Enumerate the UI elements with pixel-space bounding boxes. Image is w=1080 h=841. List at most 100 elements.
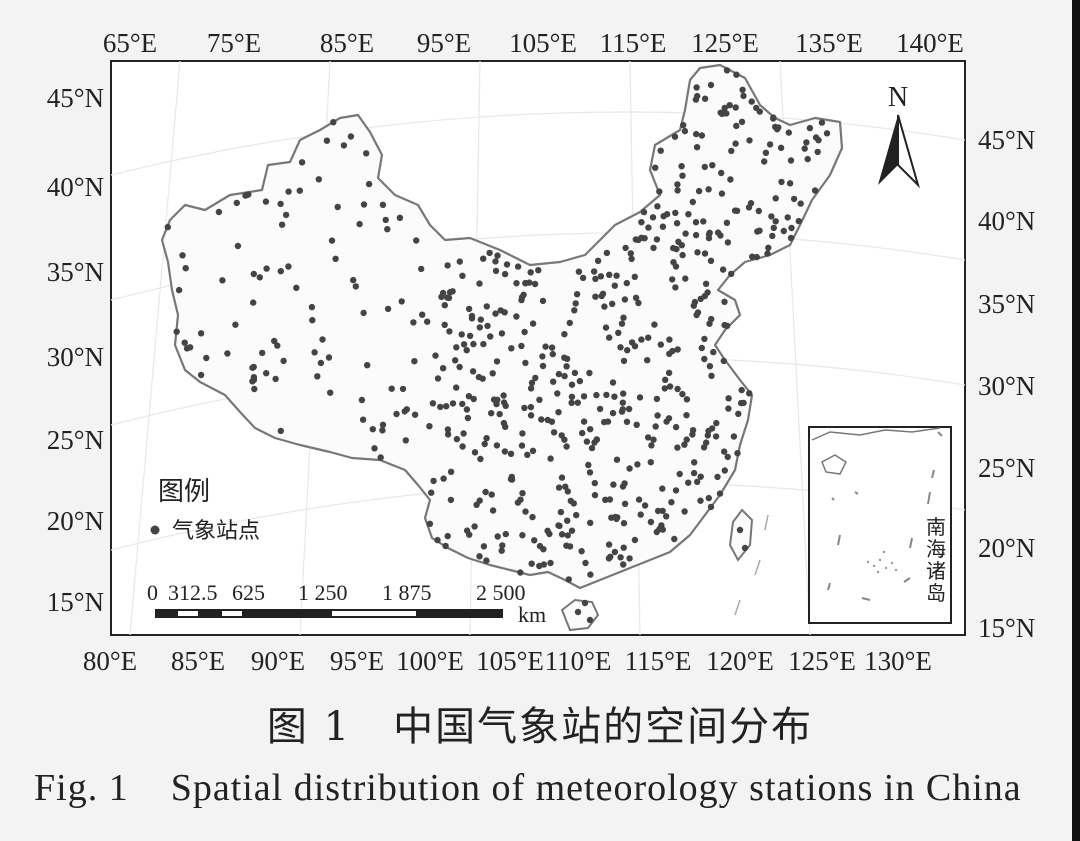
station-point [476, 324, 483, 331]
station-point [439, 365, 447, 372]
station-point [587, 426, 594, 433]
station-point [388, 385, 395, 392]
station-point [587, 519, 594, 526]
station-point [473, 501, 480, 508]
station-point [638, 336, 645, 343]
station-point [571, 369, 579, 377]
station-point [680, 121, 687, 129]
station-point [701, 95, 709, 102]
station-point [493, 358, 501, 365]
station-point [693, 311, 700, 319]
station-point [636, 394, 644, 401]
station-point [620, 561, 627, 568]
station-point [593, 391, 600, 399]
station-point [732, 140, 739, 147]
station-point [513, 280, 520, 287]
station-point [518, 296, 525, 304]
station-point [727, 176, 734, 183]
station-point [456, 363, 463, 371]
station-point [410, 319, 417, 326]
station-point [627, 250, 634, 257]
station-point [679, 390, 686, 398]
station-point [738, 386, 745, 394]
station-point [520, 291, 527, 298]
station-point [647, 459, 654, 466]
station-point [437, 403, 444, 411]
top-lon-label-6: 125°E [691, 28, 759, 58]
station-point [718, 190, 726, 197]
scale-tick-4: 1 875 [382, 580, 432, 605]
station-point [173, 328, 180, 335]
station-point [444, 431, 452, 438]
scale-tick-1: 312.5 [168, 580, 218, 605]
station-point [706, 229, 713, 236]
station-point [492, 267, 500, 275]
station-point [186, 344, 194, 351]
station-point [732, 104, 739, 111]
station-point [812, 134, 820, 141]
left-lat-label-3: 30°N [47, 342, 104, 372]
station-point [463, 406, 471, 413]
station-point [360, 309, 367, 317]
station-point [568, 399, 575, 406]
station-point [721, 298, 728, 305]
station-point [532, 374, 539, 382]
station-point [753, 253, 760, 261]
left-lat-label-4: 25°N [47, 425, 104, 455]
station-point [277, 427, 284, 435]
station-point [718, 169, 725, 177]
station-point [683, 436, 690, 443]
station-point [285, 188, 292, 195]
station-point [606, 334, 613, 341]
station-point [555, 370, 563, 378]
top-lon-label-4: 105°E [509, 28, 577, 58]
left-lat-label-5: 20°N [47, 506, 104, 536]
station-point [787, 234, 795, 242]
station-point [645, 224, 652, 231]
station-point [465, 305, 473, 313]
station-point [538, 416, 545, 423]
station-point [470, 395, 477, 403]
station-point [701, 355, 708, 363]
station-point [459, 400, 466, 408]
station-point [175, 286, 183, 294]
station-point [705, 234, 713, 242]
scale-tick-3: 1 250 [298, 580, 348, 605]
station-point [666, 336, 673, 343]
north-arrow: N [878, 82, 921, 189]
station-point [631, 536, 639, 544]
station-point [531, 537, 538, 544]
station-point [772, 195, 779, 202]
bottom-lon-label-3: 95°E [330, 646, 384, 676]
station-point [466, 332, 474, 339]
station-point [164, 223, 171, 231]
inset-label-3: 诸 [926, 560, 946, 583]
station-point [748, 98, 755, 105]
station-point [574, 399, 581, 406]
station-point [460, 341, 468, 348]
station-point [678, 163, 685, 170]
station-point [652, 164, 659, 171]
station-point [280, 357, 287, 365]
right-lat-label-0: 45°N [978, 125, 1035, 155]
station-point [598, 292, 605, 300]
station-point [579, 274, 587, 282]
station-point [444, 294, 451, 301]
station-point [256, 274, 263, 281]
bottom-lon-label-9: 125°E [788, 646, 856, 676]
inset-south-china-sea: 南 海 诸 岛 [808, 426, 952, 624]
station-point [811, 187, 819, 194]
station-point [669, 276, 676, 283]
station-point [334, 203, 341, 211]
station-point [434, 375, 442, 382]
station-point [430, 477, 437, 485]
station-point [693, 84, 700, 91]
station-point [529, 513, 536, 521]
station-point [710, 348, 717, 356]
station-point [801, 145, 808, 152]
station-point [738, 118, 746, 126]
station-point [694, 249, 701, 256]
station-point [483, 303, 490, 310]
station-point [666, 383, 674, 390]
station-point [631, 273, 638, 280]
